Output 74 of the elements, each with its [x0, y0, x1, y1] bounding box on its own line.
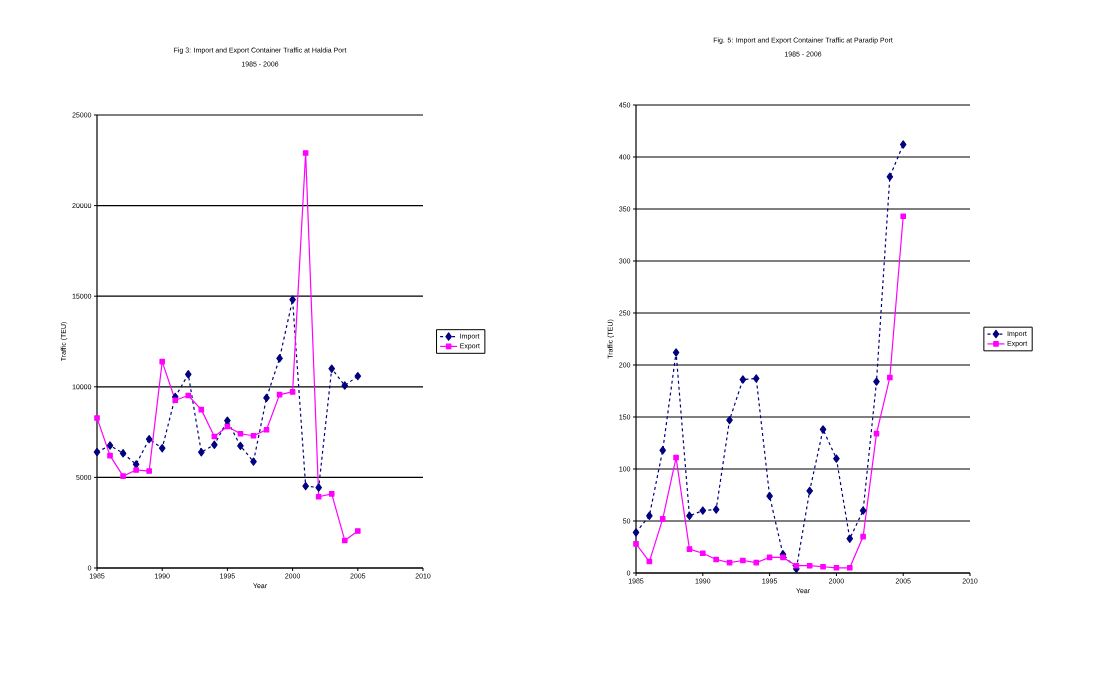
point	[753, 559, 760, 566]
point	[633, 541, 639, 547]
point	[341, 381, 349, 390]
point	[159, 358, 165, 365]
point	[833, 565, 840, 571]
point	[211, 440, 218, 449]
point	[846, 565, 853, 571]
point	[712, 505, 720, 514]
point	[146, 468, 152, 474]
point	[289, 295, 296, 304]
point	[315, 483, 322, 492]
point	[276, 354, 283, 363]
point	[120, 473, 126, 479]
point	[739, 375, 747, 384]
point	[198, 448, 205, 457]
point	[899, 140, 907, 149]
point	[185, 392, 192, 399]
point	[806, 562, 813, 569]
point	[780, 554, 786, 561]
point	[820, 563, 826, 570]
point	[328, 364, 336, 373]
point	[94, 415, 100, 421]
point	[315, 493, 322, 500]
point	[726, 415, 733, 425]
point	[686, 511, 693, 520]
point	[145, 434, 153, 444]
point	[341, 537, 348, 544]
point	[873, 377, 880, 386]
point	[289, 389, 296, 395]
point	[224, 416, 231, 425]
point	[119, 449, 127, 458]
point	[263, 393, 270, 403]
point	[659, 446, 667, 455]
point	[355, 528, 361, 534]
point	[198, 406, 205, 413]
point	[806, 486, 813, 496]
point	[686, 546, 693, 552]
point	[793, 562, 800, 569]
point	[133, 467, 139, 473]
point	[328, 491, 335, 497]
point	[237, 441, 244, 451]
point	[659, 516, 666, 522]
point	[184, 370, 192, 379]
point	[302, 150, 309, 156]
point	[752, 374, 760, 383]
point	[250, 457, 257, 466]
point	[302, 481, 309, 491]
point	[93, 447, 101, 457]
point	[819, 425, 827, 434]
point	[237, 430, 244, 437]
point	[646, 511, 653, 520]
point	[886, 172, 894, 181]
point	[699, 506, 707, 515]
point	[107, 452, 113, 459]
point	[172, 397, 179, 404]
point	[860, 533, 866, 540]
point	[263, 426, 270, 433]
point	[250, 432, 257, 439]
point	[700, 550, 706, 557]
point	[632, 528, 640, 537]
point	[673, 454, 679, 461]
point	[740, 557, 746, 564]
point	[158, 444, 166, 453]
point	[846, 534, 854, 543]
point	[833, 454, 840, 463]
point	[766, 491, 773, 501]
point	[713, 556, 719, 563]
point	[354, 371, 362, 381]
point	[106, 441, 114, 450]
point	[859, 506, 867, 515]
point	[900, 213, 907, 220]
point	[132, 460, 140, 469]
point	[672, 348, 680, 357]
point	[887, 374, 893, 381]
